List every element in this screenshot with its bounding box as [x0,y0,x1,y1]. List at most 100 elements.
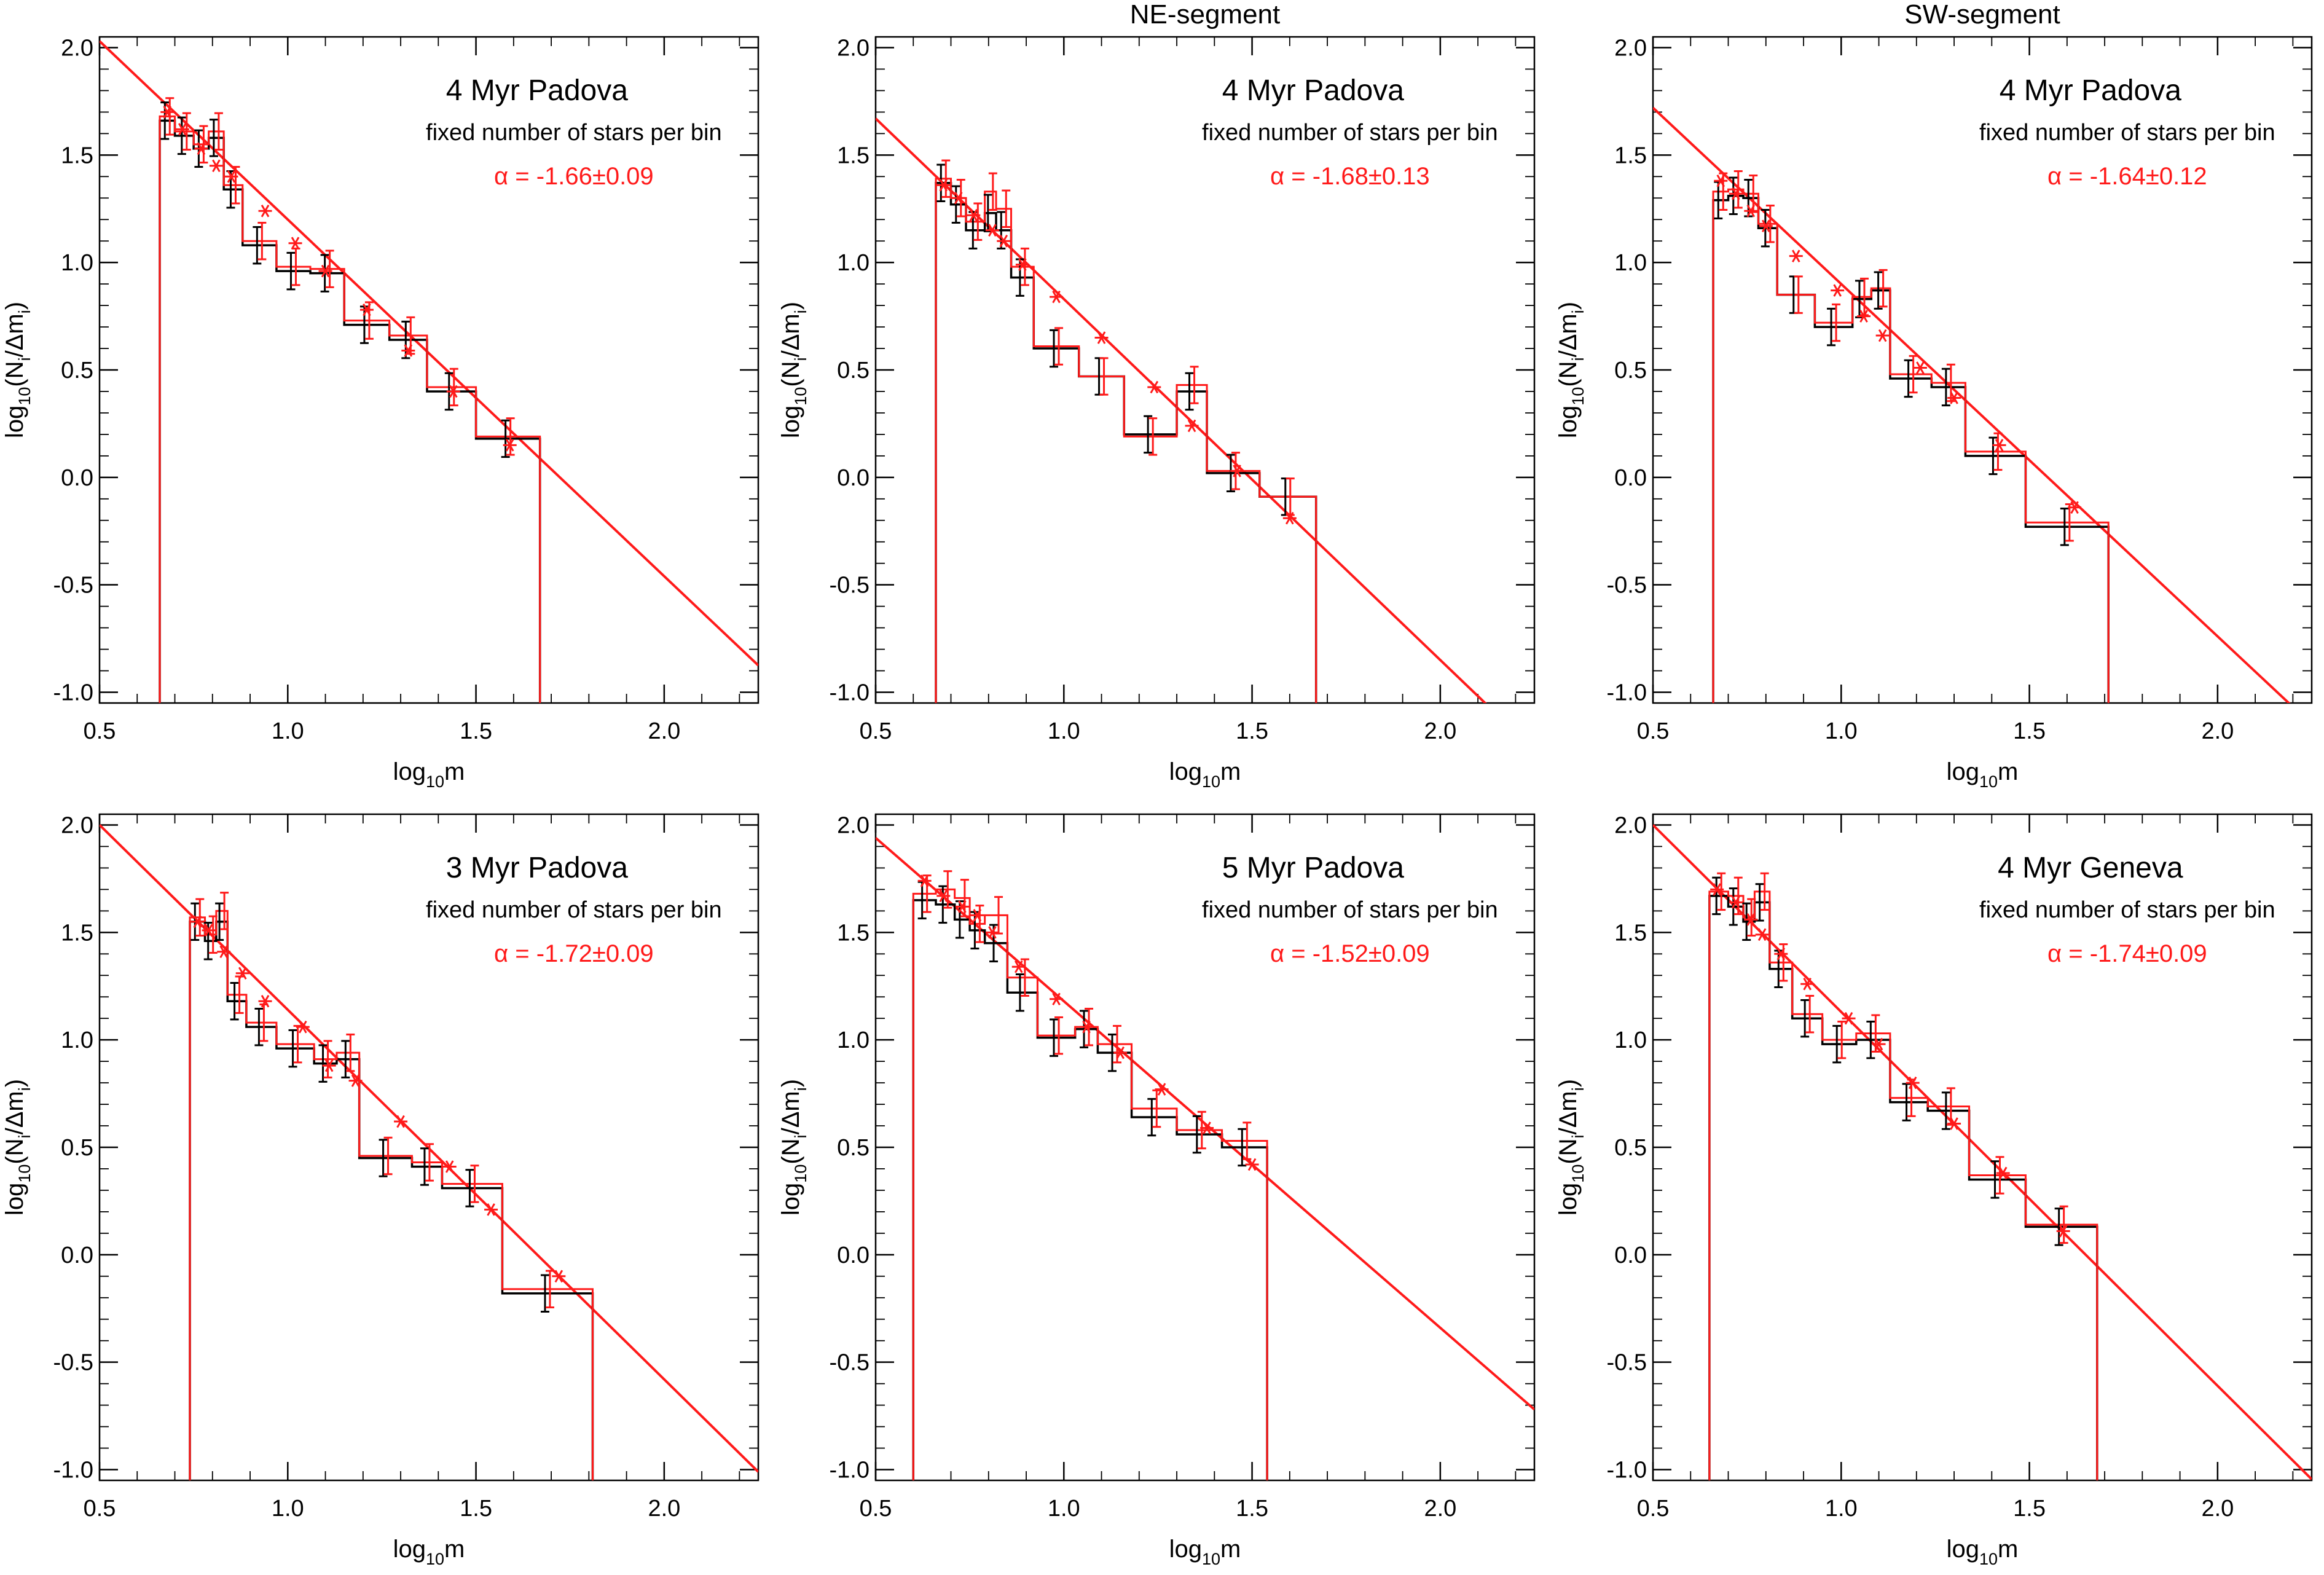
histogram-black [189,921,594,1480]
panel-2: -1.0 -0.5 0.0 0.5 1.0 1.5 2.0 0.5 1.0 1.5 2.0 log10… [777,0,1536,791]
histogram-red [159,115,541,703]
x-axis-title: log10m [1169,758,1241,791]
data-point-star [1155,1083,1169,1096]
method-label: fixed number of stars per bin [426,120,722,146]
data-point-star [1875,329,1890,342]
x-tick-label: 0.5 [1637,1496,1670,1522]
data-point-star [1710,883,1724,896]
x-tick-label: 0.5 [1637,718,1670,744]
data-point-star [296,1020,310,1034]
y-tick-label: 1.5 [1614,143,1647,168]
data-point-star [1992,439,2006,452]
y-tick-label: 0.0 [837,465,870,491]
y-tick-label: 0.5 [837,1135,870,1161]
x-axis-title: log10m [393,758,465,791]
data-point-star [1831,284,1845,297]
plot-area [876,836,1534,1480]
data-point-star [1147,380,1161,394]
data-point-star [503,439,517,452]
y-tick-label: 1.5 [61,143,93,168]
x-tick-label: 0.5 [860,718,892,744]
y-tick-label: -1.0 [1607,680,1647,706]
y-tick-label: 0.0 [61,465,93,491]
plot-area [1653,106,2291,703]
data-point-star [1996,1166,2010,1180]
model-label: 4 Myr Padova [1222,74,1404,107]
alpha-label: α = -1.64±0.12 [2047,163,2207,190]
histogram-red [935,178,1317,703]
panel-title: SW-segment [1904,0,2060,29]
y-tick-label: 0.5 [61,358,93,383]
alpha-label: α = -1.68±0.13 [1270,163,1430,190]
y-tick-label: 0.0 [1614,465,1647,491]
data-point-star [936,179,951,192]
data-point-star [2056,1225,2070,1238]
y-tick-label: -1.0 [53,680,93,706]
data-point-star [936,889,951,903]
data-point-star [348,1074,363,1087]
x-tick-label: 2.0 [1424,1496,1456,1522]
alpha-label: α = -1.74±0.09 [2047,940,2207,967]
y-tick-label: -0.5 [53,1350,93,1376]
data-point-star [1744,204,1758,218]
y-tick-label: -0.5 [53,573,93,599]
y-tick-label: -0.5 [830,573,870,599]
data-point-star [1947,1117,1961,1130]
histogram-black [1712,195,2110,703]
x-tick-label: 1.0 [272,718,304,744]
data-point-star [1755,928,1769,941]
data-point-star [1113,1046,1128,1059]
data-point-star [484,1203,498,1216]
x-tick-label: 2.0 [2201,718,2234,744]
y-tick-label: 2.0 [837,35,870,61]
y-tick-label: 2.0 [837,812,870,838]
x-tick-label: 1.5 [460,1496,492,1522]
x-tick-label: 0.5 [84,718,116,744]
y-tick-label: 1.0 [837,250,870,276]
data-point-star [1789,249,1803,262]
y-tick-label: -0.5 [830,1350,870,1376]
data-point-star [967,208,981,222]
y-tick-label: 0.0 [61,1243,93,1268]
data-point-star [235,967,249,980]
data-point-star [1185,419,1199,433]
data-point-star [985,926,999,939]
x-tick-label: 1.0 [1048,718,1080,744]
data-point-star [2068,501,2082,514]
data-point-star [1774,948,1788,960]
y-tick-label: -1.0 [830,1458,870,1483]
data-point-star [190,915,205,929]
y-axis-title: log10(Ni/Δmi) [1555,302,1587,438]
model-label: 3 Myr Padova [446,852,628,884]
data-point-star [951,191,965,205]
x-axis-title: log10m [1947,1536,2019,1568]
model-label: 4 Myr Geneva [1998,852,2183,884]
data-point-star [1913,361,1927,374]
plot-area [100,824,758,1480]
data-point-star [1080,1020,1094,1034]
data-point-star [985,224,999,237]
x-tick-label: 2.0 [2201,1496,2234,1522]
plot-area [1653,824,2312,1480]
panel-title: NE-segment [1130,0,1281,29]
x-tick-label: 0.5 [84,1496,116,1522]
method-label: fixed number of stars per bin [426,897,722,923]
panel-4: -1.0 -0.5 0.0 0.5 1.0 1.5 2.0 0.5 1.0 1.5 2.0 log10… [1,812,760,1568]
data-point-star [1015,258,1029,271]
data-point-star [1245,1158,1259,1171]
y-tick-label: 2.0 [1614,812,1647,838]
y-tick-label: 2.0 [1614,35,1647,61]
histogram-black [1708,895,2098,1480]
method-label: fixed number of stars per bin [1979,897,2275,923]
method-label: fixed number of stars per bin [1979,120,2275,146]
x-tick-label: 1.5 [2013,718,2046,744]
x-tick-label: 1.5 [1236,1496,1268,1522]
data-point-star [194,142,208,155]
histogram-black [159,119,541,703]
data-point-star [1759,219,1773,232]
fit-line [1653,106,2291,703]
y-axis-title: log10(Ni/Δmi) [1,302,34,438]
x-axis-title: log10m [1169,1536,1241,1568]
data-point-star [394,1115,408,1128]
data-point-star [258,994,272,1008]
